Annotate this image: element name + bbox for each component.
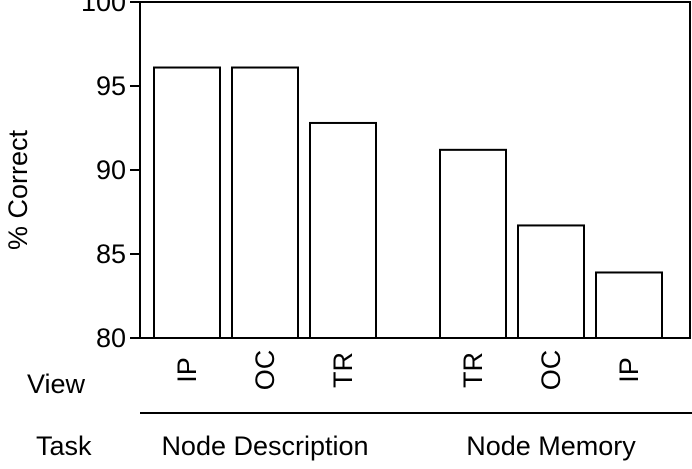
task-labels: Node Description Node Memory: [161, 431, 636, 461]
task-label: Node Memory: [466, 431, 636, 461]
view-label: IP: [614, 357, 644, 383]
view-labels: IP OC TR TR OC IP: [172, 350, 644, 391]
y-axis: 80 85 90 95 100: [81, 0, 140, 353]
plot-area: [139, 1, 691, 340]
view-label: TR: [328, 352, 358, 388]
task-label: Node Description: [161, 431, 368, 461]
y-tick-label: 100: [81, 0, 126, 17]
view-label: IP: [172, 357, 202, 383]
y-axis-label: % Correct: [3, 129, 33, 250]
bar: [309, 121, 377, 339]
view-label: OC: [250, 350, 280, 391]
bar: [153, 66, 221, 340]
y-tick-label: 90: [96, 155, 126, 185]
bar: [595, 271, 663, 340]
view-label: OC: [536, 350, 566, 391]
task-row-label: Task: [36, 431, 92, 461]
view-label: TR: [458, 352, 488, 388]
bar: [231, 66, 299, 340]
y-tick-label: 95: [96, 71, 126, 101]
y-tick-label: 85: [96, 239, 126, 269]
y-tick-label: 80: [96, 323, 126, 353]
bar: [439, 148, 507, 339]
view-row-label: View: [27, 369, 86, 399]
bar: [517, 224, 585, 339]
